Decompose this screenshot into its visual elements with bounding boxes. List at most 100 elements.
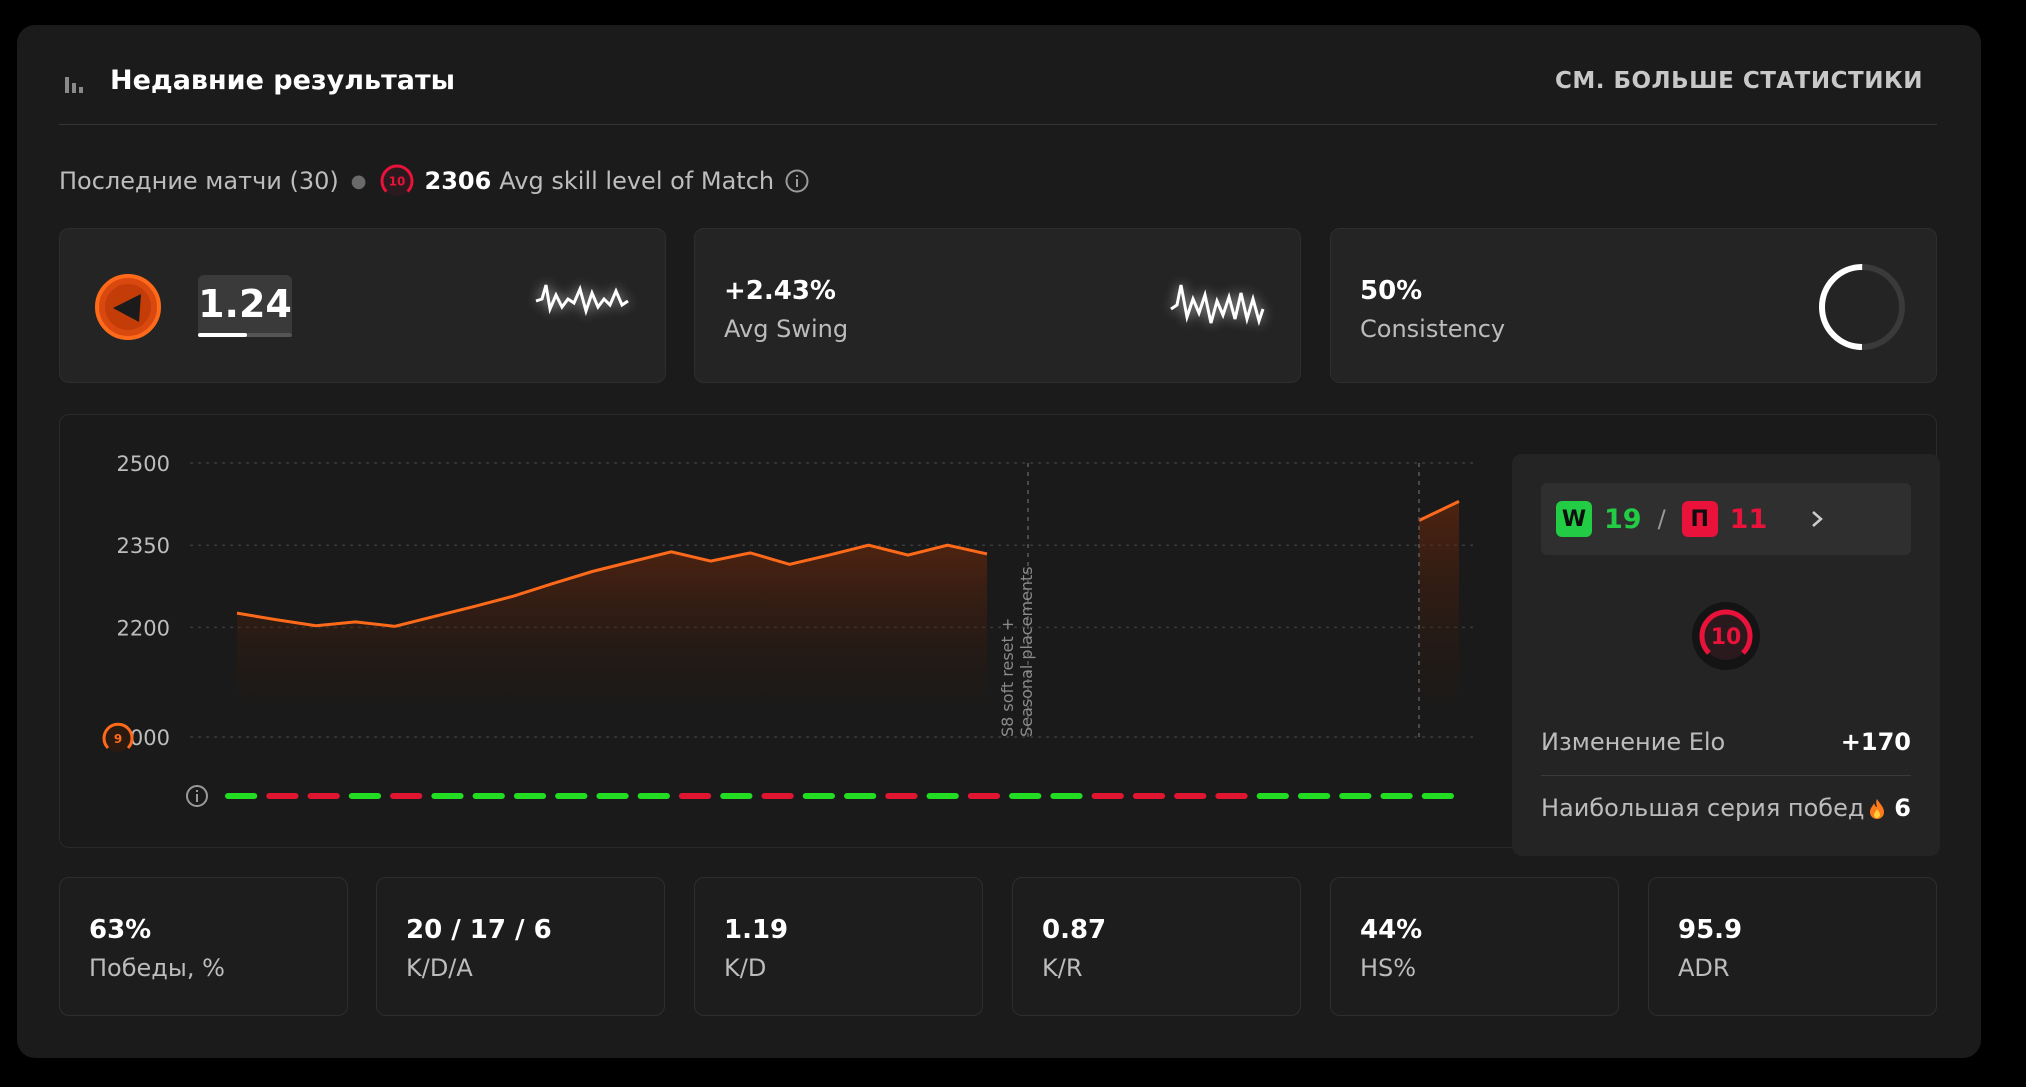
swing-sparkline-icon bbox=[1169, 279, 1265, 331]
season-reset-annotation: S8 soft reset +Seasonal placements bbox=[998, 566, 1036, 737]
wins-count: 19 bbox=[1604, 504, 1642, 535]
y-tick-label: 2500 bbox=[117, 452, 170, 476]
result-win-mark bbox=[1009, 793, 1041, 799]
result-win-mark bbox=[1422, 793, 1454, 799]
result-win-mark bbox=[349, 793, 381, 799]
stat-value: 0.87 bbox=[1042, 915, 1106, 945]
result-loss-mark bbox=[1215, 793, 1247, 799]
consistency-ring bbox=[1817, 262, 1907, 352]
result-loss-mark bbox=[390, 793, 422, 799]
losses-count: 11 bbox=[1730, 504, 1768, 535]
stat-card: 95.9 ADR bbox=[1648, 877, 1937, 1016]
stat-label: HS% bbox=[1360, 954, 1416, 982]
elo-change-label: Изменение Elo bbox=[1541, 728, 1725, 756]
results-info-icon-stem bbox=[196, 794, 198, 802]
result-loss-mark bbox=[1133, 793, 1165, 799]
avg-swing-card: +2.43% Avg Swing bbox=[694, 228, 1301, 383]
win-loss-separator: / bbox=[1658, 505, 1666, 533]
rating-card: 1.24 bbox=[59, 228, 666, 383]
rating-logo-icon bbox=[93, 272, 163, 342]
results-info-icon-dot bbox=[196, 790, 198, 792]
see-more-stats-link[interactable]: СМ. БОЛЬШЕ СТАТИСТИКИ bbox=[1555, 68, 1923, 94]
stat-label: K/D/A bbox=[406, 954, 473, 982]
level-badge-number: 10 bbox=[1711, 625, 1742, 650]
consistency-value: 50% bbox=[1360, 276, 1422, 306]
result-win-mark bbox=[1380, 793, 1412, 799]
stat-card: 0.87 K/R bbox=[1012, 877, 1301, 1016]
result-win-mark bbox=[555, 793, 587, 799]
stat-card: 1.19 K/D bbox=[694, 877, 983, 1016]
result-win-mark bbox=[596, 793, 628, 799]
stat-label: ADR bbox=[1678, 954, 1730, 982]
skill-level-icon: 10 bbox=[379, 163, 415, 199]
recent-matches-summary: Последние матчи (30) ● 10 2306 Avg skill… bbox=[59, 162, 810, 200]
stat-value: 1.19 bbox=[724, 915, 788, 945]
chevron-right-icon[interactable] bbox=[1807, 509, 1827, 529]
elo-area-segment-2 bbox=[1419, 501, 1459, 703]
result-loss-mark bbox=[308, 793, 340, 799]
result-loss-mark bbox=[968, 793, 1000, 799]
result-win-mark bbox=[431, 793, 463, 799]
result-loss-mark bbox=[266, 793, 298, 799]
rating-value: 1.24 bbox=[198, 275, 292, 337]
stat-label: Победы, % bbox=[89, 954, 225, 982]
info-icon[interactable] bbox=[784, 168, 810, 194]
avg-swing-value: +2.43% bbox=[724, 276, 836, 306]
elo-area-segment-1 bbox=[237, 545, 987, 703]
result-win-mark bbox=[225, 793, 257, 799]
fire-icon bbox=[1868, 798, 1886, 820]
result-win-mark bbox=[1257, 793, 1289, 799]
result-win-mark bbox=[473, 793, 505, 799]
stat-value: 95.9 bbox=[1678, 915, 1742, 945]
elo-change-value: +170 bbox=[1841, 728, 1911, 756]
result-win-mark bbox=[803, 793, 835, 799]
result-win-mark bbox=[638, 793, 670, 799]
elo-chart: 25002350220020009S8 soft reset +Seasonal… bbox=[60, 415, 1510, 849]
skill-level-number: 10 bbox=[388, 175, 405, 189]
recent-results-panel: Недавние результаты СМ. БОЛЬШЕ СТАТИСТИК… bbox=[17, 25, 1981, 1058]
stat-label: K/D bbox=[724, 954, 766, 982]
stat-label: K/R bbox=[1042, 954, 1083, 982]
consistency-card: 50% Consistency bbox=[1330, 228, 1937, 383]
result-win-mark bbox=[514, 793, 546, 799]
bar-chart-icon bbox=[62, 71, 86, 95]
elo-change-row: Изменение Elo +170 bbox=[1541, 710, 1911, 774]
stat-card: 44% HS% bbox=[1330, 877, 1619, 1016]
loss-badge: П bbox=[1682, 501, 1718, 537]
rating-sparkline-icon bbox=[534, 281, 630, 321]
win-badge: W bbox=[1556, 501, 1592, 537]
result-win-mark bbox=[1339, 793, 1371, 799]
y-tick-label: 2350 bbox=[117, 534, 170, 558]
avg-swing-label: Avg Swing bbox=[724, 315, 848, 343]
result-win-mark bbox=[844, 793, 876, 799]
result-loss-mark bbox=[1092, 793, 1124, 799]
result-win-mark bbox=[720, 793, 752, 799]
low-level-badge-number: 9 bbox=[114, 732, 122, 746]
recent-matches-count: Последние матчи (30) bbox=[59, 167, 339, 195]
consistency-label: Consistency bbox=[1360, 315, 1505, 343]
stat-card: 20 / 17 / 6 K/D/A bbox=[376, 877, 665, 1016]
result-loss-mark bbox=[679, 793, 711, 799]
panel-header: Недавние результаты СМ. БОЛЬШЕ СТАТИСТИК… bbox=[59, 25, 1937, 125]
rating-progress-bar bbox=[198, 333, 292, 337]
result-loss-mark bbox=[761, 793, 793, 799]
match-summary-panel: W 19 / П 11 10 Изменение Elo +170 Наибол… bbox=[1512, 454, 1940, 856]
stat-value: 63% bbox=[89, 915, 151, 945]
win-loss-row[interactable]: W 19 / П 11 bbox=[1541, 483, 1911, 555]
separator-dot: ● bbox=[351, 171, 367, 192]
level-badge-icon: 10 bbox=[1690, 600, 1762, 672]
rating-progress-fill bbox=[198, 333, 247, 337]
avg-skill-value: 2306 bbox=[425, 167, 492, 195]
avg-skill-label: Avg skill level of Match bbox=[499, 167, 774, 195]
stat-value: 44% bbox=[1360, 915, 1422, 945]
stat-card: 63% Победы, % bbox=[59, 877, 348, 1016]
win-streak-label: Наибольшая серия побед bbox=[1541, 794, 1864, 822]
result-loss-mark bbox=[885, 793, 917, 799]
result-win-mark bbox=[1298, 793, 1330, 799]
y-tick-label: 2200 bbox=[117, 616, 170, 640]
result-loss-mark bbox=[1174, 793, 1206, 799]
result-win-mark bbox=[927, 793, 959, 799]
stat-value: 20 / 17 / 6 bbox=[406, 915, 552, 945]
win-streak-value: 6 bbox=[1894, 794, 1911, 822]
result-win-mark bbox=[1050, 793, 1082, 799]
